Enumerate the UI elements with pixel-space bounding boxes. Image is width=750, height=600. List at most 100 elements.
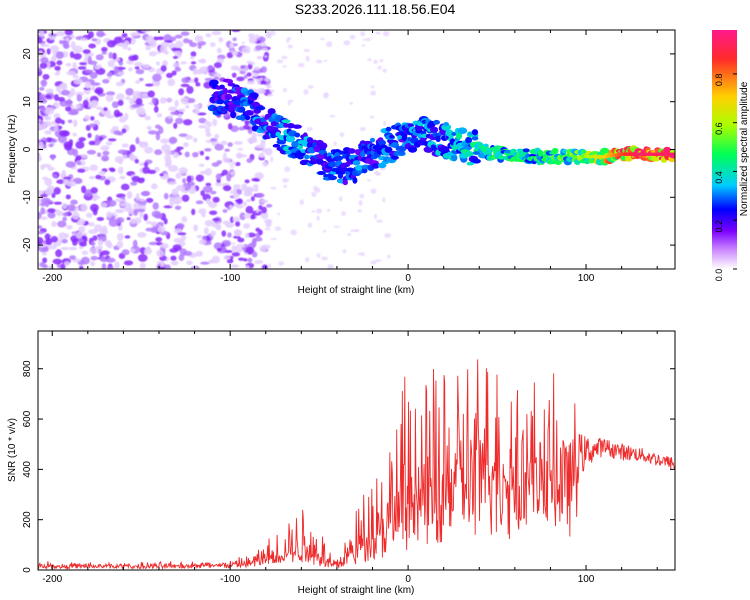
spectrum-noise-blob xyxy=(276,59,284,64)
spectrum-noise-blob xyxy=(376,219,383,223)
spectrum-ridge-blob xyxy=(431,126,439,133)
spectrum-noise-blob xyxy=(198,239,207,245)
spectrum-noise-blob xyxy=(246,45,250,50)
spectrum-noise-blob xyxy=(45,94,52,99)
spectrum-noise-blob xyxy=(286,38,290,44)
spectrum-noise-blob xyxy=(79,241,87,247)
spectrum-noise-blob xyxy=(135,80,141,84)
colorbar-tick-label: 0.2 xyxy=(714,220,724,233)
spectrum-noise-blob xyxy=(72,53,82,60)
spectrum-noise-blob xyxy=(282,87,287,93)
spectrum-noise-blob xyxy=(173,200,180,205)
spectrum-noise-blob xyxy=(252,210,262,216)
spectrum-noise-blob xyxy=(75,91,85,97)
spectrum-noise-blob xyxy=(52,173,58,179)
spectrum-ridge-blob xyxy=(457,127,468,135)
spectrum-noise-blob xyxy=(127,47,132,52)
spectrum-noise-blob xyxy=(315,187,321,193)
spectrum-noise-blob xyxy=(237,147,244,151)
spectrum-noise-blob xyxy=(370,90,377,96)
spectrum-noise-blob xyxy=(62,216,68,222)
spectrum-noise-blob xyxy=(46,48,51,55)
spectrum-noise-blob xyxy=(258,43,265,47)
spectrum-noise-blob xyxy=(194,77,199,84)
spectrum-noise-blob xyxy=(115,209,122,213)
spectrum-noise-blob xyxy=(96,216,105,221)
spectrum-ridge-blob xyxy=(306,141,314,149)
spectrum-noise-blob xyxy=(116,240,124,249)
spectrum-noise-blob xyxy=(68,246,78,251)
spectrum-noise-blob xyxy=(40,202,47,207)
spectrum-noise-blob xyxy=(47,211,56,219)
spectrum-noise-blob xyxy=(141,141,149,147)
spectrum-noise-blob xyxy=(181,77,190,84)
spectrum-noise-blob xyxy=(246,80,256,85)
spectrum-noise-blob xyxy=(195,82,201,87)
spectrum-noise-blob xyxy=(51,220,57,227)
spectrum-ridge-blob xyxy=(275,131,281,137)
spectrum-noise-blob xyxy=(166,72,173,79)
spectrum-noise-blob xyxy=(186,175,192,183)
spectrum-noise-blob xyxy=(105,141,113,146)
spectrum-noise-blob xyxy=(207,64,214,71)
colorbar-tick-label: 0.0 xyxy=(714,269,724,282)
spectrum-noise-blob xyxy=(231,245,237,252)
spectrum-noise-blob xyxy=(234,230,241,237)
spectrum-noise-blob xyxy=(200,58,207,64)
spectrogram-ytick-label: 10 xyxy=(22,96,33,108)
spectrum-noise-blob xyxy=(77,218,86,226)
spectrum-noise-blob xyxy=(160,138,170,144)
spectrum-noise-blob xyxy=(230,242,236,245)
spectrum-noise-blob xyxy=(141,92,149,98)
spectrum-noise-blob xyxy=(88,43,96,49)
spectrum-noise-blob xyxy=(160,243,169,249)
spectrum-noise-blob xyxy=(370,85,375,89)
spectrum-noise-blob xyxy=(38,230,45,235)
spectrum-noise-blob xyxy=(137,232,147,238)
spectrum-ridge-blob xyxy=(337,173,344,179)
spectrum-noise-blob xyxy=(115,112,123,117)
spectrum-noise-blob xyxy=(205,198,211,205)
spectrum-noise-blob xyxy=(154,81,161,86)
spectrum-noise-blob xyxy=(176,223,185,229)
spectrum-noise-blob xyxy=(76,94,83,102)
spectrum-noise-blob xyxy=(61,169,66,176)
spectrum-noise-blob xyxy=(160,261,165,268)
spectrum-ridge-blob xyxy=(441,123,452,131)
spectrum-noise-blob xyxy=(261,264,268,269)
spectrum-noise-blob xyxy=(205,132,212,138)
spectrum-noise-blob xyxy=(94,89,103,94)
snr-ticks: -200 -100 0 100 0 200 400 600 800 xyxy=(22,331,675,585)
spectrum-noise-blob xyxy=(148,241,159,246)
spectrum-noise-blob xyxy=(167,78,176,87)
spectrum-noise-blob xyxy=(83,56,89,65)
spectrum-ridge-blob xyxy=(318,142,328,150)
spectrum-noise-blob xyxy=(86,212,93,218)
spectrum-noise-blob xyxy=(98,170,106,176)
spectrum-noise-blob xyxy=(94,224,103,232)
spectrum-noise-blob xyxy=(92,235,98,241)
spectrum-ridge-blob xyxy=(378,139,386,146)
spectrum-noise-blob xyxy=(240,65,246,69)
spectrum-noise-blob xyxy=(246,72,252,77)
spectrum-ridge-blob xyxy=(433,119,441,125)
spectrum-noise-blob xyxy=(38,153,41,162)
spectrum-noise-blob xyxy=(101,225,108,234)
spectrum-noise-blob xyxy=(155,237,163,242)
spectrum-noise-blob xyxy=(264,147,273,156)
spectrum-ridge-blob xyxy=(267,108,276,115)
snr-frame xyxy=(37,330,676,571)
spectrum-noise-blob xyxy=(106,91,116,96)
spectrum-noise-blob xyxy=(222,185,232,192)
spectrum-noise-blob xyxy=(361,44,366,47)
spectrum-noise-blob xyxy=(64,30,73,36)
spectrum-noise-blob xyxy=(240,68,246,71)
spectrum-ridge-blob xyxy=(384,146,393,153)
spectrum-noise-blob xyxy=(174,99,179,108)
spectrum-noise-blob xyxy=(101,46,108,52)
spectrum-noise-blob xyxy=(359,193,365,199)
snr-xtick-label: -100 xyxy=(220,574,240,585)
spectrum-noise-blob xyxy=(321,256,328,261)
spectrum-noise-blob xyxy=(228,163,234,166)
spectrum-noise-blob xyxy=(80,256,90,265)
